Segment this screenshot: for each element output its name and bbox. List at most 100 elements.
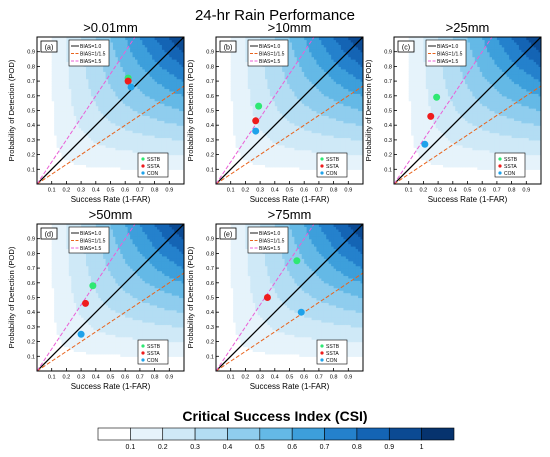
csi-cell: [73, 159, 77, 163]
csi-cell: [144, 68, 148, 72]
csi-cell: [179, 90, 183, 94]
csi-cell: [230, 66, 234, 70]
csi-cell: [301, 110, 305, 114]
csi-cell: [318, 105, 322, 109]
csi-cell: [326, 98, 330, 102]
csi-cell: [240, 110, 244, 114]
csi-cell: [86, 164, 90, 168]
csi-cell: [240, 44, 244, 48]
csi-cell: [154, 139, 158, 143]
y-tick-label: 0.3: [27, 138, 35, 144]
csi-cell: [279, 147, 283, 151]
csi-cell: [328, 44, 332, 48]
csi-cell: [164, 144, 168, 148]
csi-cell: [157, 149, 161, 153]
csi-cell: [61, 37, 65, 41]
csi-cell: [291, 112, 295, 116]
csi-cell: [314, 142, 318, 146]
csi-cell: [181, 112, 184, 116]
csi-cell: [142, 86, 146, 90]
csi-cell: [316, 68, 320, 72]
csi-cell: [122, 83, 126, 87]
csi-cell: [242, 144, 246, 148]
csi-cell: [289, 66, 293, 70]
csi-cell: [284, 90, 288, 94]
csi-cell: [125, 117, 129, 121]
csi-cell: [73, 81, 77, 85]
csi-cell: [115, 90, 119, 94]
csi-cell: [76, 95, 80, 99]
csi-cell: [245, 135, 249, 139]
csi-cell: [100, 161, 104, 165]
csi-cell: [269, 137, 273, 141]
csi-cell: [112, 93, 116, 97]
csi-cell: [174, 164, 178, 168]
csi-cell: [117, 73, 121, 77]
csi-cell: [289, 76, 293, 80]
csi-cell: [306, 157, 310, 161]
csi-cell: [120, 159, 124, 163]
x-tick-label: 0.4: [92, 188, 100, 194]
csi-cell: [309, 108, 313, 112]
csi-cell: [314, 93, 318, 97]
csi-cell: [318, 108, 322, 112]
csi-cell: [245, 142, 249, 146]
csi-cell: [108, 49, 112, 53]
csi-cell: [115, 100, 119, 104]
csi-cell: [291, 37, 295, 41]
csi-cell: [110, 125, 114, 129]
csi-cell: [105, 68, 109, 72]
csi-cell: [294, 51, 298, 55]
csi-cell: [289, 152, 293, 156]
csi-cell: [130, 61, 134, 65]
csi-cell: [164, 76, 168, 80]
csi-cell: [282, 98, 286, 102]
csi-cell: [250, 112, 254, 116]
csi-cell: [299, 117, 303, 121]
csi-cell: [132, 115, 136, 119]
csi-cell: [311, 152, 315, 156]
csi-cell: [304, 100, 308, 104]
csi-cell: [139, 46, 143, 50]
csi-cell: [287, 135, 291, 139]
csi-cell: [117, 93, 121, 97]
csi-cell: [289, 137, 293, 141]
csi-cell: [287, 120, 291, 124]
csi-cell: [309, 149, 313, 153]
csi-cell: [235, 56, 239, 60]
csi-cell: [260, 132, 264, 136]
csi-cell: [139, 112, 143, 116]
csi-cell: [93, 159, 97, 163]
csi-cell: [100, 159, 104, 163]
csi-cell: [159, 71, 163, 75]
csi-cell: [296, 103, 300, 107]
csi-cell: [144, 90, 148, 94]
csi-cell: [117, 157, 121, 161]
csi-cell: [90, 105, 94, 109]
csi-cell: [306, 51, 310, 55]
csi-cell: [314, 41, 318, 45]
csi-cell: [287, 127, 291, 131]
csi-cell: [176, 98, 180, 102]
csi-cell: [61, 122, 65, 126]
csi-cell: [323, 127, 327, 131]
csi-cell: [296, 73, 300, 77]
csi-cell: [252, 66, 256, 70]
csi-cell: [142, 135, 146, 139]
csi-cell: [100, 152, 104, 156]
csi-cell: [289, 110, 293, 114]
csi-cell: [78, 73, 82, 77]
csi-cell: [154, 61, 158, 65]
csi-cell: [76, 132, 80, 136]
csi-cell: [289, 71, 293, 75]
csi-cell: [326, 130, 330, 134]
csi-cell: [122, 49, 126, 53]
csi-cell: [306, 127, 310, 131]
csi-cell: [282, 132, 286, 136]
csi-cell: [174, 66, 178, 70]
csi-cell: [326, 93, 330, 97]
csi-cell: [164, 37, 168, 41]
csi-cell: [279, 90, 283, 94]
csi-cell: [130, 90, 134, 94]
csi-cell: [171, 68, 175, 72]
